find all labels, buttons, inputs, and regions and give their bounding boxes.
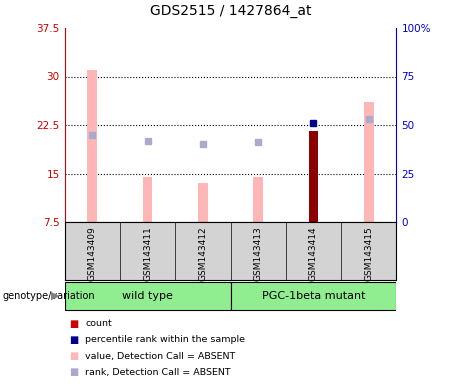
Bar [230, 281, 396, 310]
Text: ▶: ▶ [52, 291, 60, 301]
Text: ■: ■ [69, 335, 78, 345]
Text: ■: ■ [69, 319, 78, 329]
Bar [198, 183, 208, 222]
Bar [142, 177, 153, 222]
Text: genotype/variation: genotype/variation [2, 291, 95, 301]
Text: GSM143409: GSM143409 [88, 227, 97, 281]
Text: ■: ■ [69, 367, 78, 377]
Text: GSM143411: GSM143411 [143, 227, 152, 281]
Text: GSM143414: GSM143414 [309, 227, 318, 281]
Text: GSM143415: GSM143415 [364, 227, 373, 281]
Text: ■: ■ [69, 351, 78, 361]
Text: GSM143413: GSM143413 [254, 227, 263, 281]
Bar [253, 177, 263, 222]
Bar [65, 281, 230, 310]
Text: count: count [85, 319, 112, 328]
Text: PGC-1beta mutant: PGC-1beta mutant [262, 291, 365, 301]
Text: GSM143412: GSM143412 [198, 227, 207, 281]
Text: value, Detection Call = ABSENT: value, Detection Call = ABSENT [85, 351, 236, 361]
Bar [308, 131, 319, 222]
Text: percentile rank within the sample: percentile rank within the sample [85, 336, 245, 344]
Bar [87, 70, 97, 222]
Text: GDS2515 / 1427864_at: GDS2515 / 1427864_at [150, 4, 311, 18]
Text: rank, Detection Call = ABSENT: rank, Detection Call = ABSENT [85, 367, 231, 377]
Bar [364, 103, 374, 222]
Text: wild type: wild type [122, 291, 173, 301]
